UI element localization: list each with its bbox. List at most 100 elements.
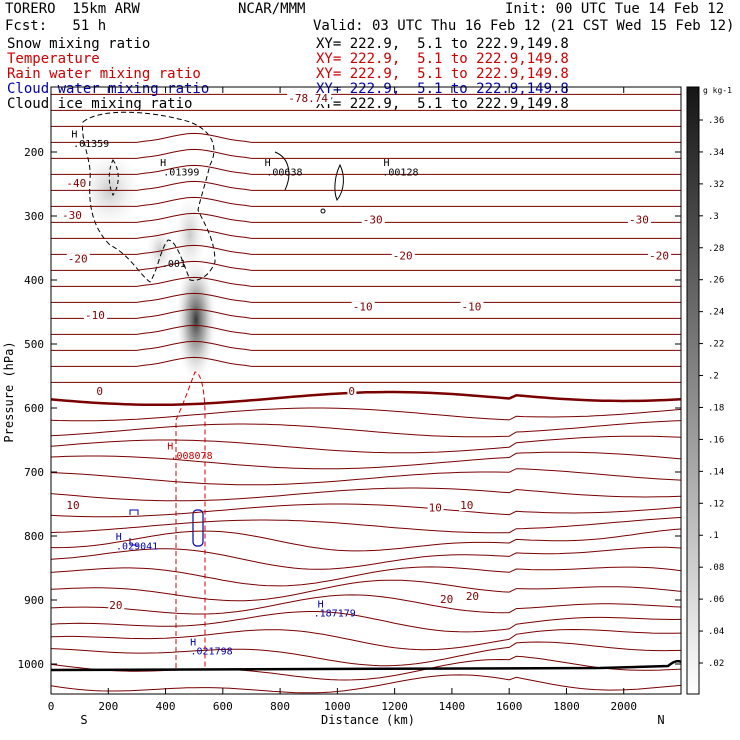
isotherm-label: 20 [466, 590, 479, 603]
annotation-label: H [116, 532, 122, 543]
cloud-ice-contour-right [274, 151, 290, 191]
isotherm-label: -10 [353, 301, 373, 314]
isotherm-line [51, 260, 681, 271]
y-tick-label: 1000 [18, 658, 45, 671]
y-tick-label: 800 [24, 530, 44, 543]
isotherm-label-bg [66, 253, 90, 265]
y-tick-label: 900 [24, 594, 44, 607]
isotherm-line [51, 324, 681, 335]
south-end-label: S [80, 713, 87, 727]
isotherm-line [51, 244, 681, 255]
isotherm-label: 10 [66, 499, 79, 512]
isotherm-label: 10 [429, 502, 442, 515]
isotherm-label-bg [83, 310, 107, 322]
x-tick-label: 1800 [553, 700, 580, 713]
isotherm-label-bg [351, 301, 375, 313]
x-tick-label: 1400 [439, 700, 466, 713]
annotation-label: .021798 [191, 646, 233, 657]
x-tick-label: 200 [98, 700, 118, 713]
plot-frame [50, 86, 682, 695]
legend-temperature: Temperature [7, 51, 100, 67]
annotation-label: H [160, 158, 166, 169]
colorbar-tick-label: .08 [708, 563, 724, 573]
colorbar-tick-label: .26 [708, 276, 724, 286]
colorbar-tick-label: .32 [708, 180, 724, 190]
isotherm-line [51, 390, 681, 407]
isotherm-label: -20 [649, 250, 669, 263]
annotation-label: .029041 [116, 541, 158, 552]
isotherm-label: -40 [66, 177, 86, 190]
init-time: Init: 00 UTC Tue 14 Feb 12 [505, 1, 725, 17]
annotation-label: H [71, 129, 77, 140]
colorbar-tick-label: .02 [708, 659, 724, 669]
isotherm-line [51, 451, 681, 470]
legend-cloud-ice: Cloud ice mixing ratio [7, 96, 193, 112]
isotherm-label-bg [95, 386, 105, 398]
isotherm-line [51, 180, 681, 191]
colorbar-tick-label: .22 [708, 340, 724, 350]
legend-snow-xy: XY= 222.9, 5.1 to 222.9,149.8 [316, 36, 569, 52]
annotation-label: .187179 [314, 609, 356, 620]
colorbar-tick-label: .3 [708, 212, 719, 222]
north-end-label: N [657, 713, 664, 727]
annotation-label: .01399 [163, 168, 199, 179]
colorbar-tick-label: .36 [708, 116, 724, 126]
x-axis-label: Distance (km) [321, 713, 415, 727]
colorbar-tick-label: .06 [708, 595, 724, 605]
isotherm-line [51, 611, 681, 633]
forecast-hour: Fcst: 51 h [5, 18, 107, 34]
cloud-water-contour-1 [192, 509, 204, 547]
isotherm-label-bg [65, 178, 89, 190]
colorbar: g kg-1 .36 .34 .32 .3 .28 .26 .24 .22 .2 .18 .16 .1… [686, 86, 732, 695]
isotherm-line [51, 674, 681, 694]
isotherm-line [51, 148, 681, 159]
x-tick-label: 2000 [610, 700, 637, 713]
isotherm-label-bg [347, 386, 357, 398]
isotherm-line [51, 594, 681, 615]
isotherm-label: -20 [68, 253, 88, 266]
isotherm-label-bg [628, 214, 652, 226]
annotation-label: .00128 [382, 168, 418, 179]
colorbar-tick-label: .16 [708, 435, 724, 445]
y-tick-label: 400 [24, 274, 44, 287]
x-tick-label: 1000 [324, 700, 351, 713]
y-tick-label: 700 [24, 466, 44, 479]
legend-rain: Rain water mixing ratio [7, 66, 201, 82]
annotation-label: .01359 [73, 139, 109, 150]
colorbar-tick-label: .04 [708, 627, 724, 637]
x-tick-label: 1200 [381, 700, 408, 713]
isotherm-label-bg [427, 502, 444, 514]
isotherm-label-bg [61, 210, 85, 222]
y-tick-label: 600 [24, 402, 44, 415]
isotherm-line [51, 435, 681, 454]
colorbar-tick-label: .24 [708, 308, 724, 318]
isotherm-label-bg [391, 250, 415, 262]
terrain-surface-line [50, 659, 682, 672]
isotherm-line [51, 407, 681, 422]
isotherm-label-bg [459, 500, 476, 512]
cloud-ice-contour [82, 111, 216, 283]
annotation-label: H [383, 158, 389, 169]
snow-shading-mid [146, 225, 174, 275]
annotation-label: .001 [162, 259, 186, 270]
isotherm-line [51, 579, 681, 602]
cloud-ice-contour-right2 [334, 163, 344, 201]
org-title: NCAR/MMM [238, 1, 306, 17]
isotherm-line [51, 528, 681, 552]
isotherm-line [51, 546, 681, 570]
isotherm-label-bg [464, 591, 481, 602]
colorbar-tick-label: .2 [708, 372, 719, 382]
y-tick-label: 300 [24, 210, 44, 223]
isotherm-line [51, 164, 681, 175]
isotherm-label-bg [65, 500, 82, 512]
legend-snow: Snow mixing ratio [7, 36, 151, 52]
isotherm-label: -10 [85, 309, 105, 322]
y-tick-label: 200 [24, 146, 44, 159]
annotation-label: H [318, 600, 324, 611]
isotherm-line [51, 340, 681, 351]
annotation-label: H [167, 442, 173, 453]
isotherm-line [51, 420, 681, 438]
colorbar-tick-label: .18 [708, 403, 724, 413]
isotherm-line [51, 517, 681, 534]
colorbar-tick-label: .1 [708, 531, 719, 541]
